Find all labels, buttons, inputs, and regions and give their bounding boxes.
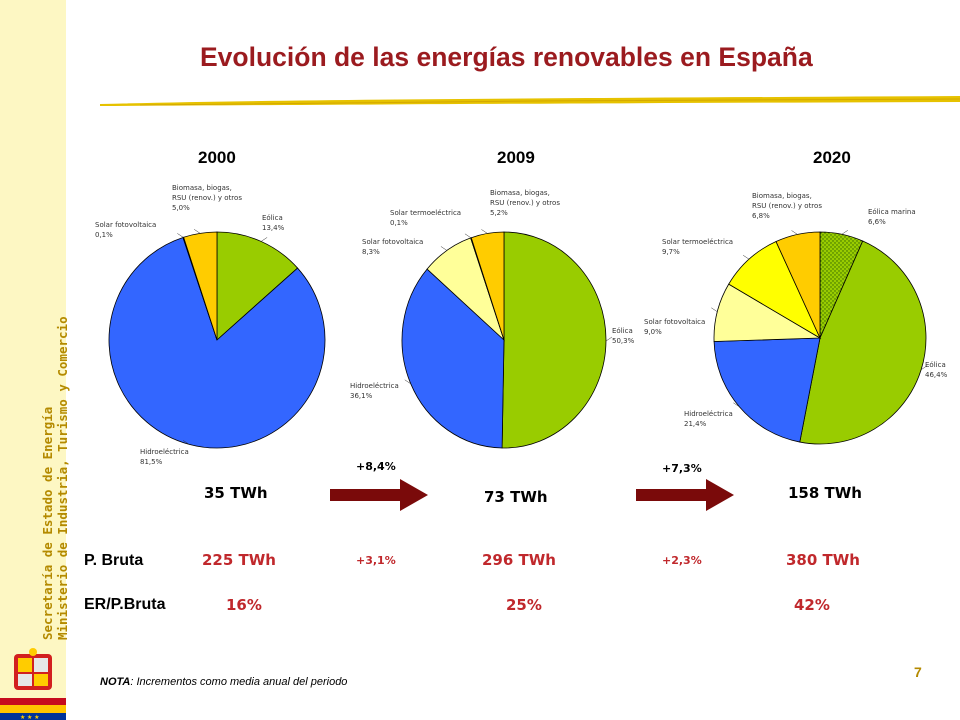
- svg-text:★ ★ ★: ★ ★ ★: [20, 714, 39, 720]
- eu-flag-icon: ★ ★ ★: [0, 698, 66, 720]
- pie-leader-2020-eolica-marina: [841, 230, 848, 235]
- pie-leader-2000-hidroelectrica: [183, 440, 190, 445]
- pie-leader-2000-solar-fotovoltaica: [177, 233, 184, 238]
- pie-leader-2000-biomasa-biogas-rsu-renov-y-otros: [193, 229, 201, 234]
- pie-label-2009-eolica: Eólica 50,3%: [612, 327, 635, 345]
- pie-label-2020-solar-termoelectrica: Solar termoeléctrica 9,7%: [662, 238, 733, 256]
- coat-of-arms-icon: [14, 648, 52, 690]
- pie-slice-2020-hidroelectrica: [713, 337, 821, 443]
- pie-leader-2000-eolica: [260, 237, 268, 242]
- pie-leader-2020-eolica: [921, 365, 928, 370]
- pie-label-2000-biomasa-biogas-rsu-renov-y-otros: Biomasa, biogas, RSU (renov.) y otros 5,0%: [172, 184, 242, 212]
- ratio-2000: 16%: [226, 596, 262, 614]
- footnote: NOTA: Incrementos como media anual del p…: [100, 676, 347, 688]
- year-2020: 2020: [813, 148, 851, 167]
- total-2009: 73 TWh: [484, 488, 548, 506]
- pie-label-2020-hidroelectrica: Hidroeléctrica 21,4%: [684, 410, 733, 428]
- growth-2000-2009: +8,4%: [356, 460, 396, 473]
- pie-label-2020-eolica: Eólica 46,4%: [925, 361, 948, 379]
- row-label-ratio: ER/P.Bruta: [84, 596, 166, 613]
- growth-2009-2020: +7,3%: [662, 462, 702, 475]
- footnote-prefix: NOTA: [100, 676, 131, 688]
- pie-leader-2020-solar-fotovoltaica: [711, 307, 718, 312]
- arrow-right-icon: [330, 479, 428, 511]
- pie-label-2020-biomasa-biogas-rsu-renov-y-otros: Biomasa, biogas, RSU (renov.) y otros 6,8%: [752, 192, 822, 220]
- pie-leader-2009-solar-termoelectrica: [464, 233, 472, 239]
- ratio-2020: 42%: [794, 596, 830, 614]
- pie-slice-2009-eolica: [501, 231, 607, 449]
- total-2000: 35 TWh: [204, 484, 268, 502]
- pie-leader-2020-hidroelectrica: [733, 402, 740, 407]
- pie-label-2009-hidroelectrica: Hidroeléctrica 36,1%: [350, 382, 399, 400]
- pie-label-2009-solar-termoelectrica: Solar termoeléctrica 0,1%: [390, 209, 461, 227]
- title-underline: [100, 96, 960, 106]
- pie-label-2009-biomasa-biogas-rsu-renov-y-otros: Biomasa, biogas, RSU (renov.) y otros 5,2%: [490, 189, 560, 217]
- pie-leader-2009-eolica: [605, 336, 613, 342]
- bruta-growth-2000-2009: +3,1%: [356, 554, 396, 567]
- pie-leader-2020-solar-termoelectrica: [742, 254, 750, 260]
- bruta-2020: 380 TWh: [786, 551, 860, 569]
- pie-leader-2009-hidroelectrica: [404, 379, 411, 385]
- pie-label-2020-eolica-marina: Eólica marina 6,6%: [868, 208, 916, 226]
- pie-label-2000-solar-fotovoltaica: Solar fotovoltaica 0,1%: [95, 221, 156, 239]
- footnote-text: : Incrementos como media anual del perio…: [130, 676, 348, 688]
- pie-slice-2000-eolica: [216, 231, 299, 341]
- pie-slice-2009-hidroelectrica: [401, 268, 505, 449]
- pie-label-2009-solar-fotovoltaica: Solar fotovoltaica 8,3%: [362, 238, 423, 256]
- pie-label-2000-eolica: Eólica 13,4%: [262, 214, 285, 232]
- row-label-bruta: P. Bruta: [84, 552, 144, 569]
- year-2000: 2000: [198, 148, 236, 167]
- bruta-growth-2009-2020: +2,3%: [662, 554, 702, 567]
- year-2009: 2009: [497, 148, 535, 167]
- pie-leader-2020-biomasa-biogas-rsu-renov-y-otros: [791, 230, 798, 235]
- pie-slice-2020-biomasa-biogas-rsu-renov-y-otros: [775, 231, 821, 339]
- bruta-2000: 225 TWh: [202, 551, 276, 569]
- sidebar: Secretaría de Estado de Energía Minister…: [0, 0, 70, 720]
- total-2020: 158 TWh: [788, 484, 862, 502]
- pie-leader-2009-solar-fotovoltaica: [440, 246, 448, 251]
- page-title: Evolución de las energías renovables en …: [200, 42, 813, 72]
- pie-slice-2009-biomasa-biogas-rsu-renov-y-otros: [470, 231, 505, 341]
- pie-leader-2009-biomasa-biogas-rsu-renov-y-otros: [481, 229, 488, 234]
- bruta-2009: 296 TWh: [482, 551, 556, 569]
- ratio-2009: 25%: [506, 596, 542, 614]
- pie-label-2000-hidroelectrica: Hidroeléctrica 81,5%: [140, 448, 189, 466]
- pie-slice-2020-eolica: [799, 240, 927, 445]
- pie-label-2020-solar-fotovoltaica: Solar fotovoltaica 9,0%: [644, 318, 705, 336]
- arrow-right-icon: [636, 479, 734, 511]
- pie-slice-2000-hidroelectrica: [108, 236, 326, 449]
- page-number: 7: [914, 664, 922, 680]
